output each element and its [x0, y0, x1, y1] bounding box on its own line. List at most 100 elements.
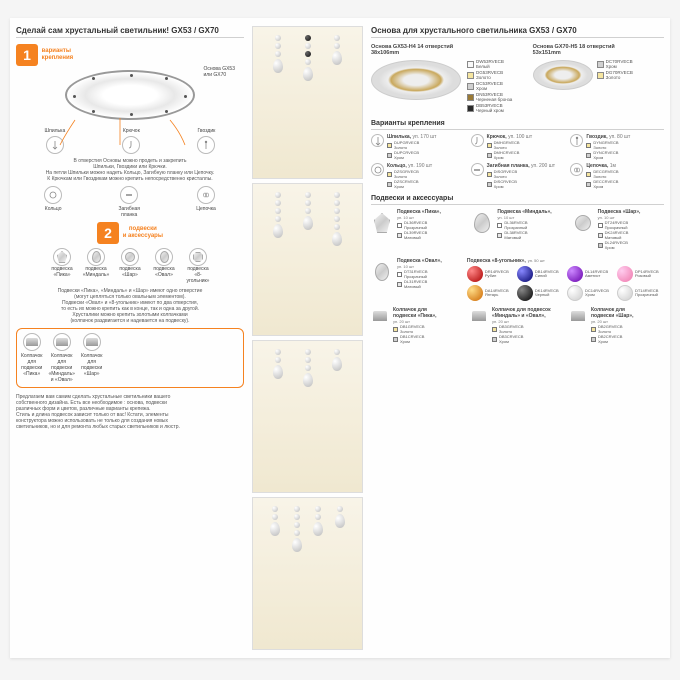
- swatch-row: DG70RVECBЗолото: [597, 70, 633, 80]
- pendant-oct: подвеска«8-угольник»: [183, 248, 213, 284]
- code-line: DMHGRVECBЗолото: [487, 141, 532, 150]
- attach-icon: [471, 134, 484, 147]
- code-line: DK24RVECBМатовый: [598, 231, 664, 240]
- cap-item: Колпачок дляподвески «Шар»,уп. 20 штDB2G…: [569, 307, 664, 344]
- base2-codes: DC70RVECBХромDG70RVECBЗолото: [597, 58, 633, 81]
- base-gx70: Основа GX70-H5 18 отверстий53x151mm DC70…: [533, 44, 664, 114]
- code-line: DT24RVECBПрозрачный: [598, 221, 664, 230]
- cap-grid: Колпачок дляподвески «Пика»,уп. 20 штDB1…: [371, 307, 664, 344]
- gem-icon: [617, 285, 633, 301]
- code-line: DZSGRVECBЗолото: [387, 170, 432, 179]
- cap-pika: Колпачокдляподвески«Пика»: [21, 333, 42, 383]
- code-line: DL38RVECBМатовый: [497, 231, 563, 240]
- catalog-page: Сделай сам хрустальный светильник! GX53 …: [10, 18, 670, 658]
- attach-grid: Шпилька, уп. 170 штDUPGRVECBЗолотоDUPCRV…: [371, 134, 664, 189]
- attach-icon: [371, 134, 384, 147]
- step2-label: подвескии аксессуары: [123, 226, 163, 240]
- gem-item: DP14RVECBРозовый: [617, 266, 664, 282]
- step2-header: 2 подвескии аксессуары: [16, 222, 244, 244]
- attach-title: Варианты крепления: [371, 120, 664, 130]
- gem-item: DR14RVECBРубин: [467, 266, 514, 282]
- code-line: DUPCRVECBХром: [387, 151, 436, 160]
- callout-row-mid: Кольцо Загибнаяпланка Цепочка: [16, 186, 244, 218]
- pendant-grid-2: Подвеска «Овал», уп. 10 шт DT31RVECBПроз…: [371, 258, 664, 301]
- code-line: DUPGRVECBЗолото: [387, 141, 436, 150]
- footer-text: Предлагаем вам самим сделать хрустальные…: [16, 394, 244, 430]
- code-line: DZSCRVECBХром: [387, 180, 432, 189]
- oct-gems: DR14RVECBРубин DB14RVECBСиний DL14RVECBА…: [467, 266, 664, 301]
- gem-item: DC14RVECBХром: [567, 285, 614, 301]
- code-line: DL36RVECBПрозрачный: [497, 221, 563, 230]
- attach-item: Загибная планка, уп. 200 штDISGRVECBЗоло…: [471, 163, 565, 189]
- code-line: DB1CRVECBХром: [393, 335, 466, 344]
- pendant-item: Подвеска «Миндаль»,уп. 10 штDL36RVECBПро…: [471, 209, 563, 250]
- gem-icon: [517, 285, 533, 301]
- pendant-row: подвеска«Пика» подвеска«Миндаль» подвеск…: [16, 248, 244, 284]
- attach-icon: [471, 163, 484, 176]
- pendant-title: Подвески и аксессуары: [371, 195, 664, 205]
- gem-icon: [517, 266, 533, 282]
- code-line: DECGRVECBЗолото: [586, 170, 618, 179]
- gem-icon: [467, 285, 483, 301]
- code-line: DYNCRVECBХром: [586, 151, 630, 160]
- code-line: DL24RVECBХром: [598, 241, 664, 250]
- pendant-mindal: подвеска«Миндаль»: [81, 248, 111, 284]
- ring-photo-2: [533, 60, 593, 90]
- swatch-row: DC53RVECBХром: [467, 81, 512, 91]
- callout-koltso: Кольцо: [44, 186, 62, 218]
- code-line: DL31RVECBМатовый: [397, 280, 459, 289]
- step1-header: 1 вариантыкрепления: [16, 44, 244, 66]
- code-line: DB3GRVECBЗолото: [492, 325, 565, 334]
- base-gx53: Основа GX53-H4 14 отверстий38x106mm DW53…: [371, 44, 529, 114]
- swatch-row: DW53RVECBБелый: [467, 59, 512, 69]
- photo-4: [252, 497, 363, 650]
- pendant-item: Подвеска «Пика»,уп. 10 штDL36RVECBПрозра…: [371, 209, 463, 250]
- ring-photo-1: [371, 60, 461, 100]
- pendant-grid-top: Подвеска «Пика»,уп. 10 штDL36RVECBПрозра…: [371, 209, 664, 250]
- ring-icon: [44, 186, 62, 204]
- gem-icon: [567, 266, 583, 282]
- caps-box: Колпачокдляподвески«Пика» Колпачокдляпод…: [16, 328, 244, 388]
- gem-item: DB14RVECBСиний: [517, 266, 564, 282]
- photo-2: [252, 183, 363, 336]
- code-line: DL36RVECBПрозрачный: [397, 221, 463, 230]
- code-line: DB3CRVECBХром: [492, 335, 565, 344]
- desc2: Подвески «Пика», «Миндаль» и «Шар» имеют…: [16, 288, 244, 324]
- code-line: DB2GRVECBЗолото: [591, 325, 664, 334]
- left-column: Сделай сам хрустальный светильник! GX53 …: [10, 18, 250, 658]
- pendant-shar: подвеска«Шар»: [115, 248, 145, 284]
- code-line: DMHCRVECBХром: [487, 151, 532, 160]
- middle-photos: [250, 18, 365, 658]
- base1-codes: DW53RVECBБелыйDG53RVECBЗолотоDC53RVECBХр…: [467, 58, 512, 114]
- chain-icon: [197, 186, 215, 204]
- callout-tsepochka: Цепочка: [196, 186, 216, 218]
- base-ring-diagram: Основа GX53или GX70: [65, 70, 195, 120]
- oct-block: Подвеска «8-угольник», уп. 50 шт DR14RVE…: [467, 258, 664, 301]
- desc1: В отверстия Основы можно продеть и закре…: [16, 158, 244, 182]
- code-line: DISGRVECBЗолото: [487, 170, 555, 179]
- gem-icon: [467, 266, 483, 282]
- code-line: DYNGRVECBЗолото: [586, 141, 630, 150]
- pendant-pika: подвеска«Пика»: [47, 248, 77, 284]
- plank-icon: [120, 186, 138, 204]
- gem-icon: [567, 285, 583, 301]
- step1-badge: 1: [16, 44, 38, 66]
- attach-item: Кольцо, уп. 190 штDZSGRVECBЗолотоDZSCRVE…: [371, 163, 465, 189]
- code-line: DECCRVECBХром: [586, 180, 618, 189]
- attach-item: Шпилька, уп. 170 штDUPGRVECBЗолотоDUPCRV…: [371, 134, 465, 160]
- cap-item: Колпачок для подвесок«Миндаль» и «Овал»,…: [470, 307, 565, 344]
- swatch-row: DC70RVECBХром: [597, 59, 633, 69]
- callout-planka: Загибнаяпланка: [118, 186, 140, 218]
- cap-mindal: Колпачокдляподвески«Миндаль»и «Овал»: [48, 333, 75, 383]
- callout-arrows: [55, 70, 205, 150]
- pendant-oval: подвеска«Овал»: [149, 248, 179, 284]
- step1-label: вариантыкрепления: [42, 48, 74, 62]
- pendant-item: Подвеска «Шар»,уп. 10 штDT24RVECBПрозрач…: [572, 209, 664, 250]
- attach-icon: [570, 134, 583, 147]
- swatch-row: DB53RVECBЧерный хром: [467, 103, 512, 113]
- left-title: Сделай сам хрустальный светильник! GX53 …: [16, 26, 244, 38]
- photo-3: [252, 340, 363, 493]
- oval-item: Подвеска «Овал», уп. 10 шт DT31RVECBПроз…: [371, 258, 459, 301]
- swatch-row: DN53RVECBЧерненая бронза: [467, 92, 512, 102]
- right-column: Основа для хрустального светильника GX53…: [365, 18, 670, 658]
